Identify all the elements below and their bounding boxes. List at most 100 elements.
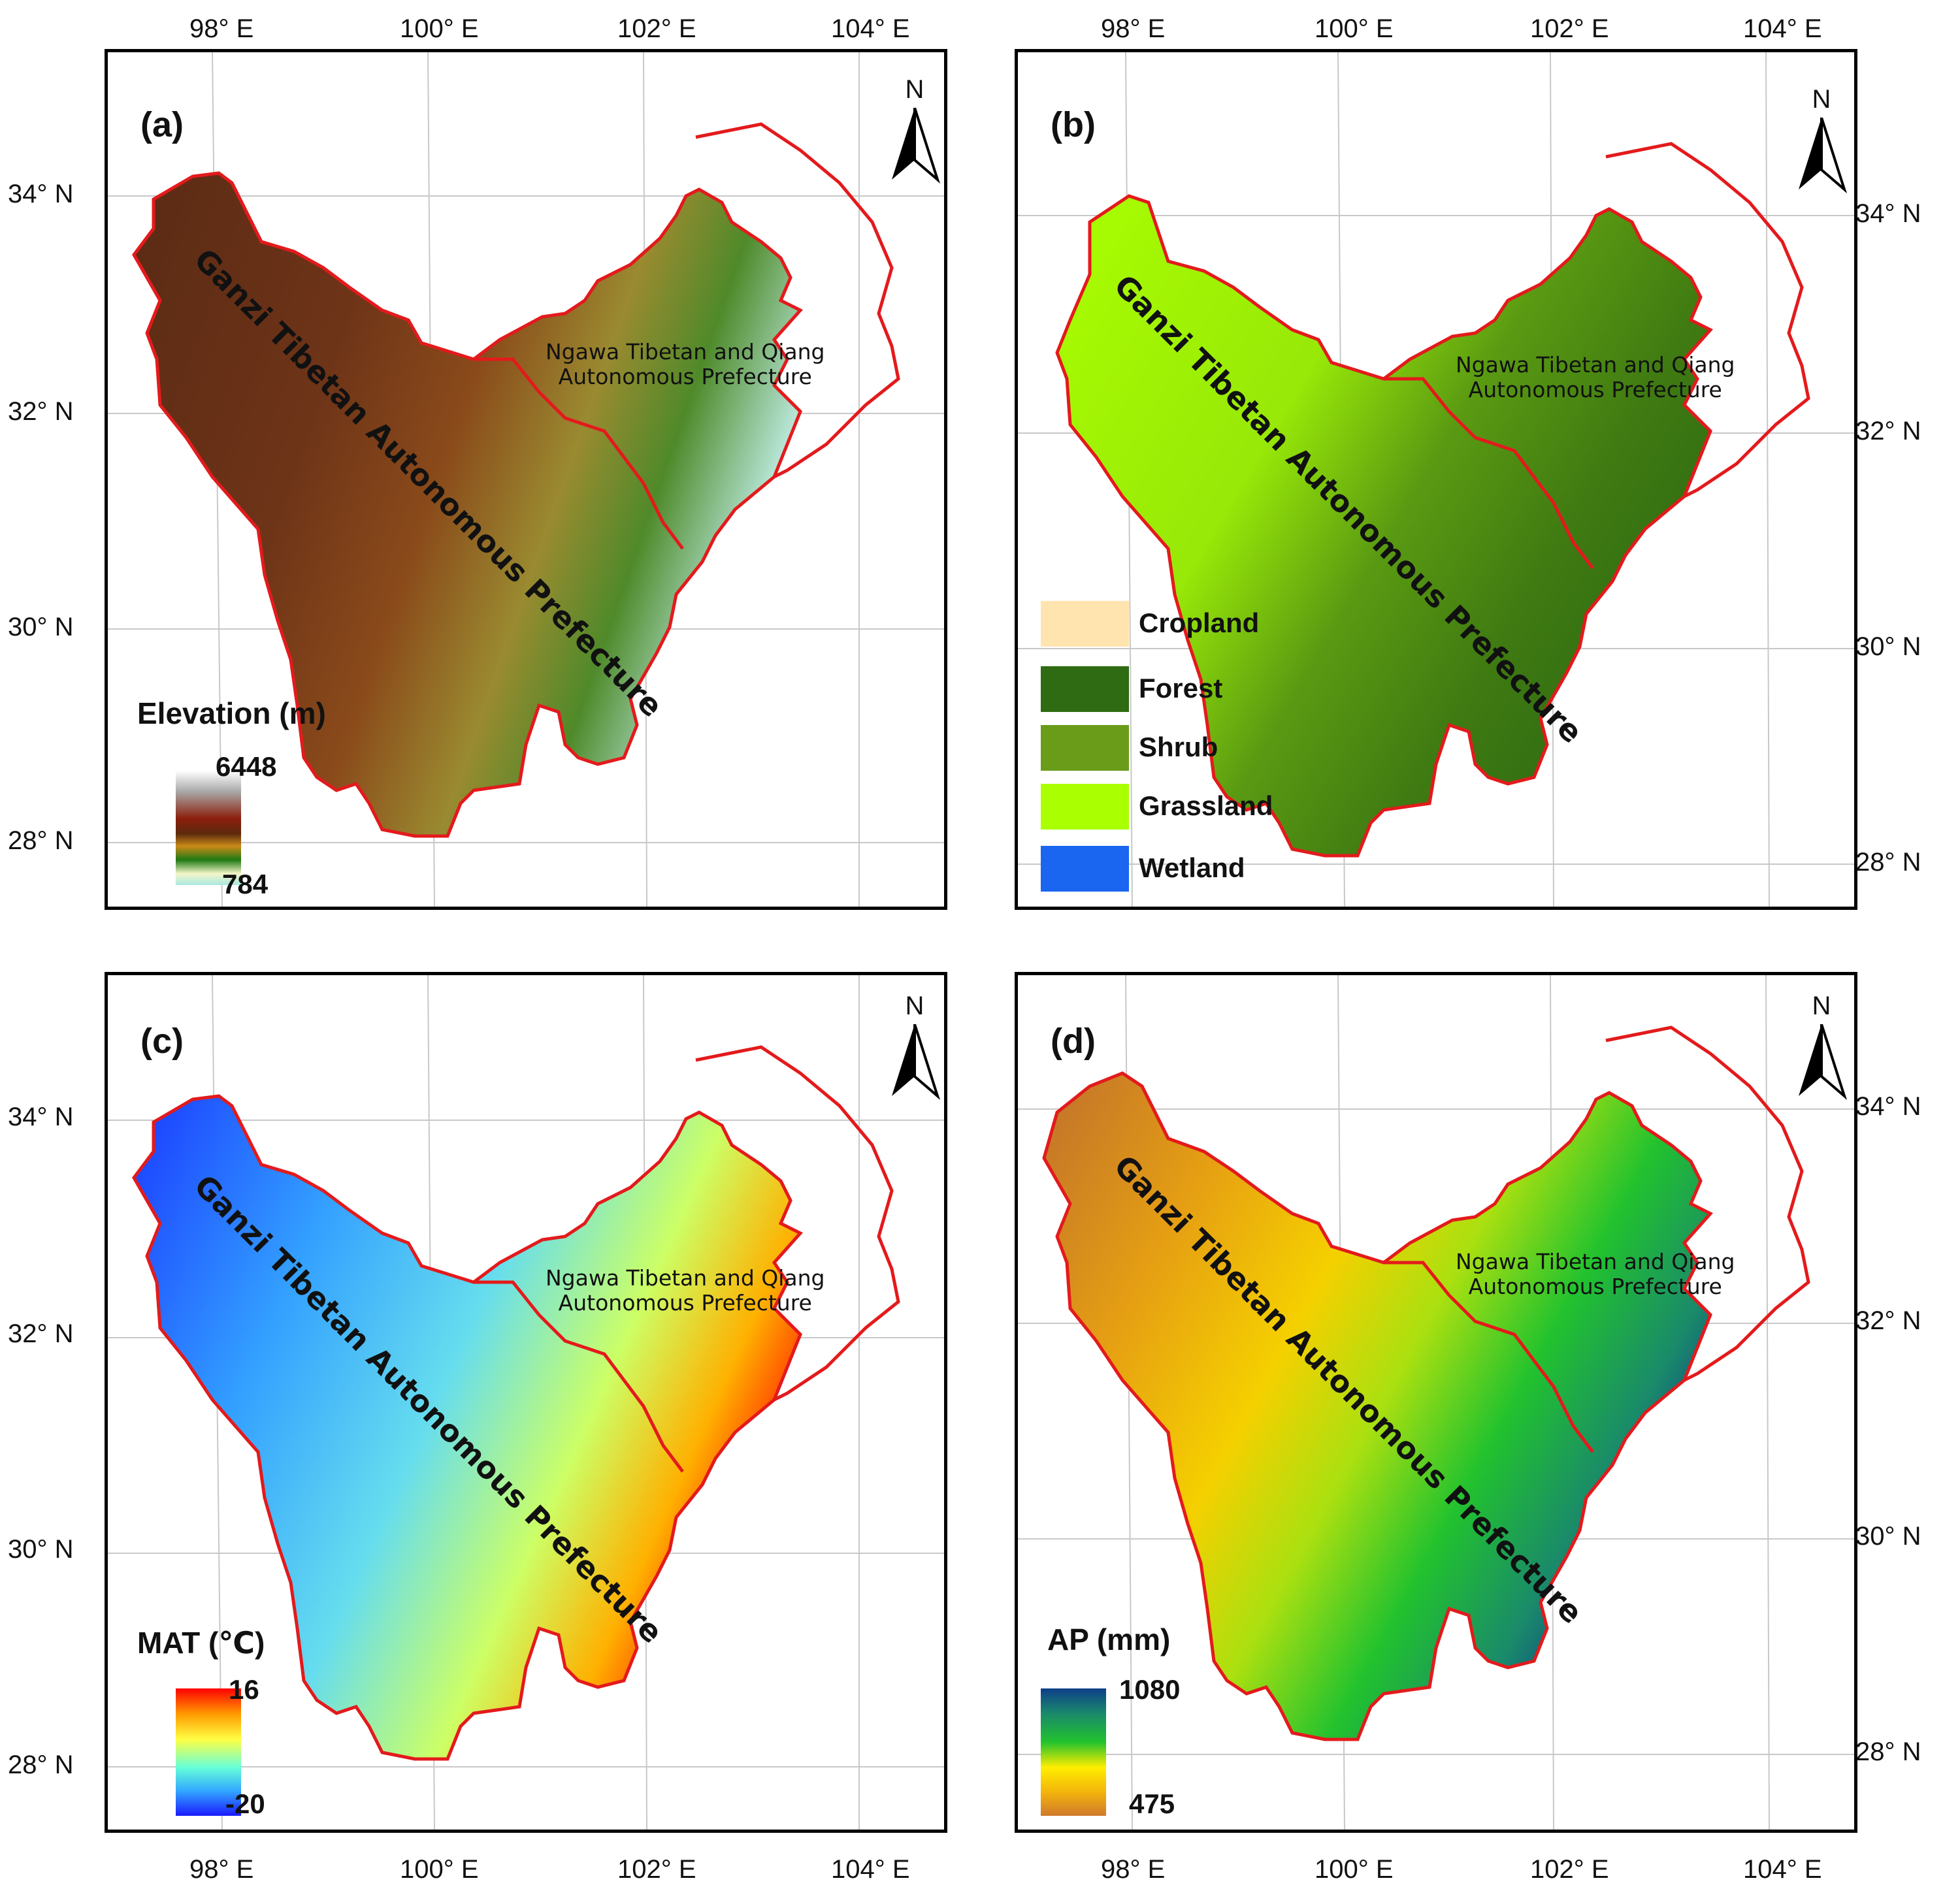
scale-max: 16 (229, 1674, 259, 1705)
panel-label-c: (c) (140, 1022, 184, 1061)
north-label: N (905, 992, 924, 1020)
panel-label-b: (b) (1051, 105, 1096, 144)
region-ngawa-line2: Autonomous Prefecture (558, 364, 812, 389)
lon-tick-top-104: 104° E (1743, 14, 1822, 43)
region-ngawa-line1: Ngawa Tibetan and Qiang (546, 1265, 825, 1291)
legend-swatch-cropland (1041, 601, 1129, 647)
region-label-ngawa: Ngawa Tibetan and Qiang Autonomous Prefe… (1456, 1250, 1735, 1299)
scale-min: -20 (225, 1788, 265, 1819)
lat-tick-left-30: 30° N (8, 613, 74, 641)
precipitation-colorbar (1041, 1688, 1106, 1816)
north-arrow-icon (1799, 1024, 1848, 1101)
panel-label-a: (a) (140, 105, 184, 144)
study-area-outline (695, 1045, 900, 1402)
lon-tick-bottom-104: 104° E (1743, 1855, 1822, 1884)
north-arrow: N (1792, 992, 1851, 1103)
lon-tick-bottom-104: 104° E (831, 1855, 910, 1884)
prefecture-boundary (1384, 377, 1594, 570)
lon-tick-top-102: 102° E (617, 14, 696, 43)
lon-tick-top-100: 100° E (1315, 14, 1394, 43)
region-ngawa-line1: Ngawa Tibetan and Qiang (546, 339, 825, 364)
region-ngawa-line2: Autonomous Prefecture (558, 1290, 812, 1315)
scale-max: 1080 (1119, 1674, 1181, 1705)
region-label-ngawa: Ngawa Tibetan and Qiang Autonomous Prefe… (546, 1266, 825, 1315)
lon-tick-top-102: 102° E (1530, 14, 1609, 43)
temperature-colorbar (176, 1688, 241, 1816)
prefecture-boundary (1384, 1261, 1594, 1453)
north-arrow-icon (1799, 118, 1848, 194)
north-arrow-icon (892, 1024, 941, 1101)
region-label-ngawa: Ngawa Tibetan and Qiang Autonomous Prefe… (1456, 353, 1735, 402)
lat-tick-right-32: 32° N (1855, 1306, 1921, 1335)
lat-tick-right-34: 34° N (1855, 1092, 1921, 1121)
north-arrow: N (1792, 85, 1851, 196)
panel-c-map-canvas (108, 975, 944, 1830)
region-label-ngawa: Ngawa Tibetan and Qiang Autonomous Prefe… (546, 340, 825, 389)
panel-label-d: (d) (1051, 1022, 1096, 1061)
lon-tick-bottom-98: 98° E (189, 1855, 254, 1884)
legend-label-grassland: Grassland (1139, 790, 1273, 821)
prefecture-boundary (474, 1280, 684, 1473)
scale-max: 6448 (216, 751, 277, 782)
elevation-colorbar (176, 771, 241, 885)
lat-tick-left-28: 28° N (8, 826, 74, 855)
lat-tick-right-32: 32° N (1855, 417, 1921, 445)
lat-tick-left-32: 32° N (8, 397, 74, 426)
lat-tick-left-30: 30° N (8, 1535, 74, 1564)
lat-tick-left-34: 34° N (8, 1103, 74, 1131)
legend-label-wetland: Wetland (1139, 852, 1245, 883)
study-area-shape (132, 171, 804, 838)
lon-tick-bottom-100: 100° E (1315, 1855, 1394, 1884)
lon-tick-top-100: 100° E (400, 14, 479, 43)
north-arrow: N (885, 992, 944, 1103)
prefecture-boundary (474, 357, 684, 550)
north-label: N (1812, 992, 1831, 1020)
legend-swatch-shrub (1041, 725, 1129, 771)
scale-min: 784 (222, 869, 269, 899)
north-arrow-icon (892, 108, 941, 184)
region-ngawa-line1: Ngawa Tibetan and Qiang (1456, 1249, 1735, 1274)
lat-tick-right-30: 30° N (1855, 632, 1921, 661)
region-ngawa-line2: Autonomous Prefecture (1468, 377, 1722, 402)
lon-tick-bottom-102: 102° E (1530, 1855, 1609, 1884)
north-label: N (905, 75, 924, 104)
panel-b-map-canvas (1018, 52, 1854, 907)
study-area-shape (1042, 1071, 1714, 1741)
region-ngawa-line2: Autonomous Prefecture (1468, 1274, 1722, 1299)
lon-tick-top-98: 98° E (189, 14, 254, 43)
lon-tick-top-98: 98° E (1101, 14, 1166, 43)
legend-label-cropland: Cropland (1139, 607, 1260, 638)
lat-tick-left-34: 34° N (8, 180, 74, 208)
panel-a-elevation-map: (a) N Ngawa Tibetan and Qiang Autonomous… (105, 49, 947, 910)
scale-min: 475 (1129, 1788, 1175, 1819)
panel-c-temperature-map: (c) N Ngawa Tibetan and Qiang Autonomous… (105, 972, 947, 1833)
lat-tick-left-32: 32° N (8, 1319, 74, 1348)
legend-title: MAT (℃) (137, 1626, 265, 1660)
lat-tick-right-28: 28° N (1855, 848, 1921, 877)
lat-tick-right-34: 34° N (1855, 199, 1921, 228)
panel-d-precipitation-map: (d) N Ngawa Tibetan and Qiang Autonomous… (1015, 972, 1857, 1833)
legend-label-shrub: Shrub (1139, 732, 1218, 762)
lon-tick-bottom-102: 102° E (617, 1855, 696, 1884)
study-area-outline (1605, 142, 1810, 498)
lat-tick-left-28: 28° N (8, 1751, 74, 1779)
study-area-shape (1055, 194, 1714, 858)
lat-tick-right-28: 28° N (1855, 1737, 1921, 1766)
legend-title: Elevation (m) (137, 696, 326, 730)
legend-swatch-grassland (1041, 784, 1129, 830)
north-arrow: N (885, 75, 944, 186)
legend-label-forest: Forest (1139, 673, 1223, 703)
legend-swatch-forest (1041, 666, 1129, 712)
panel-b-landcover-map: (b) N Ngawa Tibetan and Qiang Autonomous… (1015, 49, 1857, 910)
panel-d-map-canvas (1018, 975, 1854, 1830)
lon-tick-bottom-98: 98° E (1101, 1855, 1166, 1884)
study-area-outline (695, 122, 900, 479)
north-label: N (1812, 85, 1831, 114)
legend-title: AP (mm) (1047, 1622, 1171, 1656)
region-ngawa-line1: Ngawa Tibetan and Qiang (1456, 352, 1735, 378)
lon-tick-top-104: 104° E (831, 14, 910, 43)
lon-tick-bottom-100: 100° E (400, 1855, 479, 1884)
study-area-outline (1605, 1025, 1810, 1382)
panel-a-map-canvas (108, 52, 944, 907)
lat-tick-right-30: 30° N (1855, 1522, 1921, 1551)
